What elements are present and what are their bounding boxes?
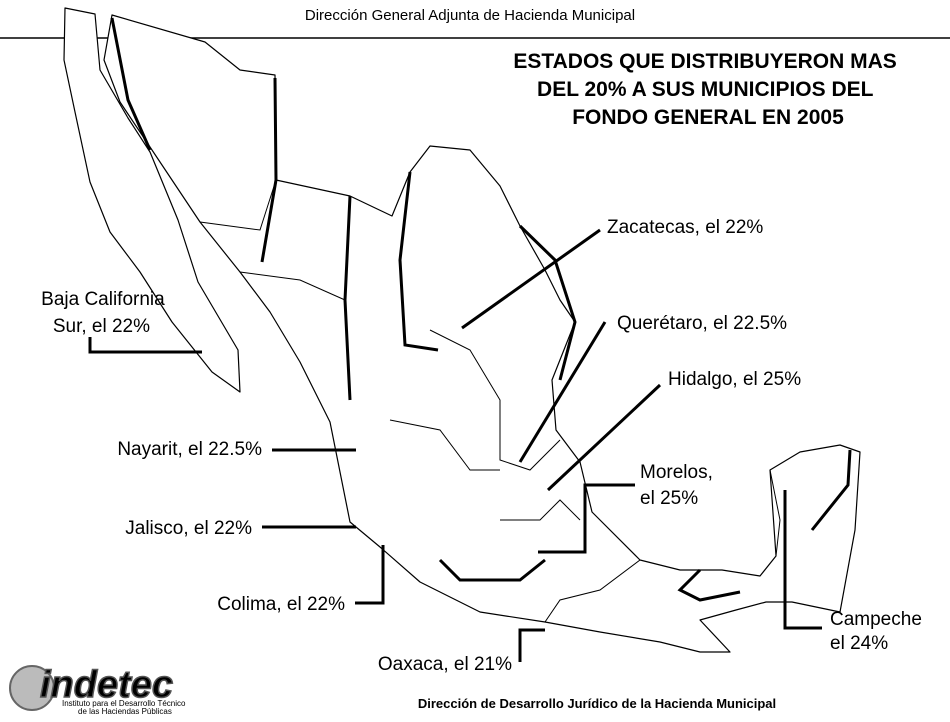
leader-line: [518, 628, 545, 662]
label-line: Morelos,: [640, 462, 713, 483]
state-border: [438, 558, 546, 582]
title-line: FONDO GENERAL EN 2005: [572, 106, 844, 129]
mainland: [103, 14, 861, 653]
leader-line: [783, 490, 822, 630]
state-border: [239, 271, 346, 301]
state-label: Hidalgo, el 25%: [668, 369, 801, 390]
state-label: Jalisco, el 22%: [125, 518, 252, 539]
state-label: Morelos, el 25%: [640, 462, 718, 509]
logo-line: de las Haciendas Públicas: [78, 707, 172, 716]
leader-line: [546, 383, 662, 492]
state-label: Campeche el 24%: [830, 609, 927, 654]
state-border: [500, 499, 581, 521]
footer: Dirección de Desarrollo Jurídico de la H…: [418, 696, 776, 711]
label-line: Baja California: [41, 289, 165, 310]
state-border: [110, 17, 152, 151]
logo-line: Instituto para el Desarrollo Técnico: [62, 699, 186, 708]
logo-caption: Instituto para el Desarrollo Técnico de …: [62, 699, 188, 716]
state-border: [810, 449, 852, 531]
title-line: ESTADOS QUE DISTRIBUYERON MAS: [513, 50, 896, 73]
state-border: [518, 224, 577, 381]
state-label: Querétaro, el 22.5%: [617, 313, 787, 334]
state-border: [429, 329, 561, 471]
label-line: Campeche: [830, 609, 922, 630]
leader-line: [88, 337, 202, 354]
state-label: Zacatecas, el 22%: [607, 217, 763, 238]
leader-line: [538, 483, 635, 554]
state-border: [544, 559, 641, 623]
map: [63, 7, 861, 653]
state-label: Oaxaca, el 21%: [378, 654, 512, 675]
baja-peninsula: [63, 7, 241, 393]
state-label: Baja California Sur, el 22%: [41, 289, 170, 337]
label-line: el 25%: [640, 488, 698, 509]
logo: indetec Instituto para el Desarrollo Téc…: [9, 663, 188, 716]
leader-line: [461, 228, 601, 330]
leader-line: [355, 545, 385, 605]
logo-emblem: [9, 665, 55, 711]
state-label: Colima, el 22%: [217, 594, 345, 615]
state-border: [398, 171, 439, 352]
state-border: [677, 568, 741, 602]
header: Dirección General Adjunta de Hacienda Mu…: [305, 7, 635, 24]
state-border: [389, 419, 500, 471]
label-line: Sur, el 22%: [53, 316, 150, 337]
label-line: el 24%: [830, 633, 888, 654]
state-label: Nayarit, el 22.5%: [117, 439, 262, 460]
title: ESTADOS QUE DISTRIBUYERON MAS DEL 20% A …: [513, 50, 902, 129]
title-line: DEL 20% A SUS MUNICIPIOS DEL: [537, 78, 874, 101]
logo-name: indetec: [40, 664, 173, 706]
leader-line: [518, 321, 607, 463]
state-border: [199, 179, 277, 231]
state-border: [769, 469, 781, 557]
